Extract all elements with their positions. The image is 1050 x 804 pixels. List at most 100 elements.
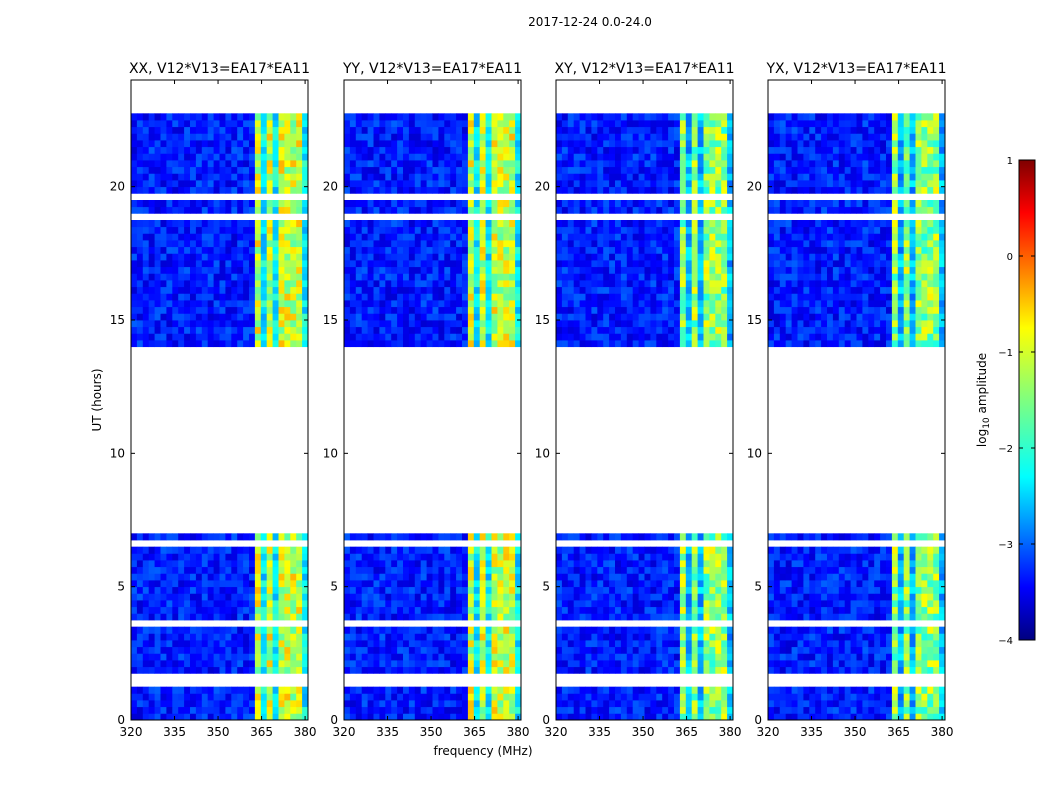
heatmap-cell: [515, 207, 521, 214]
heatmap-cell: [237, 600, 243, 607]
heatmap-cell: [374, 133, 380, 140]
heatmap-cell: [680, 647, 686, 654]
heatmap-cell: [161, 300, 167, 307]
heatmap-cell: [231, 160, 237, 167]
heatmap-cell: [721, 220, 727, 227]
heatmap-cell: [356, 640, 362, 647]
heatmap-cell: [497, 653, 503, 660]
heatmap-cell: [143, 553, 149, 560]
heatmap-cell: [137, 327, 143, 334]
heatmap-cell: [214, 340, 220, 347]
heatmap-cell: [509, 660, 515, 667]
heatmap-cell: [421, 693, 427, 700]
heatmap-cell: [302, 573, 308, 580]
heatmap-cell: [650, 547, 656, 554]
heatmap-cell: [680, 713, 686, 720]
heatmap-cell: [409, 307, 415, 314]
heatmap-cell: [486, 327, 492, 334]
heatmap-cell: [444, 160, 450, 167]
heatmap-cell: [715, 233, 721, 240]
heatmap-cell: [202, 187, 208, 194]
heatmap-cell: [403, 660, 409, 667]
heatmap-cell: [627, 227, 633, 234]
heatmap-cell: [190, 587, 196, 594]
heatmap-cell: [237, 307, 243, 314]
heatmap-cell: [609, 693, 615, 700]
heatmap-cell: [444, 573, 450, 580]
heatmap-cell: [562, 187, 568, 194]
heatmap-cell: [184, 220, 190, 227]
heatmap-cell: [208, 647, 214, 654]
heatmap-cell: [621, 713, 627, 720]
heatmap-cell: [225, 280, 231, 287]
heatmap-cell: [397, 580, 403, 587]
heatmap-cell: [237, 667, 243, 674]
y-tick-label: 5: [330, 580, 338, 594]
heatmap-cell: [556, 293, 562, 300]
heatmap-cell: [438, 167, 444, 174]
heatmap-cell: [692, 627, 698, 634]
heatmap-cell: [503, 653, 509, 660]
heatmap-cell: [161, 180, 167, 187]
heatmap-cell: [279, 587, 285, 594]
heatmap-cell: [591, 640, 597, 647]
heatmap-cell: [427, 273, 433, 280]
heatmap-cell: [261, 320, 267, 327]
heatmap-cell: [255, 160, 261, 167]
heatmap-cell: [161, 200, 167, 207]
heatmap-cell: [704, 660, 710, 667]
heatmap-cell: [633, 340, 639, 347]
heatmap-cell: [368, 287, 374, 294]
heatmap-cell: [296, 253, 302, 260]
heatmap-cell: [639, 167, 645, 174]
heatmap-cell: [184, 593, 190, 600]
heatmap-cell: [668, 560, 674, 567]
heatmap-cell: [656, 640, 662, 647]
heatmap-cell: [686, 173, 692, 180]
heatmap-cell: [574, 693, 580, 700]
heatmap-cell: [149, 627, 155, 634]
heatmap-cell: [556, 300, 562, 307]
heatmap-cell: [415, 200, 421, 207]
heatmap-cell: [709, 560, 715, 567]
heatmap-cell: [220, 293, 226, 300]
heatmap-cell: [385, 273, 391, 280]
heatmap-cell: [362, 120, 368, 127]
heatmap-cell: [131, 580, 137, 587]
heatmap-cell: [243, 693, 249, 700]
heatmap-cell: [509, 160, 515, 167]
heatmap-cell: [486, 113, 492, 120]
heatmap-cell: [427, 147, 433, 154]
heatmap-cell: [591, 293, 597, 300]
heatmap-cell: [645, 633, 651, 640]
heatmap-cell: [225, 267, 231, 274]
heatmap-cell: [704, 607, 710, 614]
heatmap-cell: [415, 280, 421, 287]
heatmap-cell: [161, 573, 167, 580]
heatmap-cell: [597, 160, 603, 167]
heatmap-cell: [586, 660, 592, 667]
heatmap-cell: [674, 600, 680, 607]
heatmap-cell: [704, 633, 710, 640]
heatmap-cell: [597, 227, 603, 234]
heatmap-cell: [368, 667, 374, 674]
heatmap-cell: [261, 153, 267, 160]
heatmap-cell: [645, 320, 651, 327]
heatmap-cell: [356, 293, 362, 300]
heatmap-cell: [609, 180, 615, 187]
heatmap-cell: [166, 140, 172, 147]
heatmap-cell: [421, 153, 427, 160]
heatmap-cell: [397, 567, 403, 574]
heatmap-cell: [474, 227, 480, 234]
heatmap-cell: [403, 200, 409, 207]
heatmap-cell: [131, 560, 137, 567]
heatmap-cell: [509, 127, 515, 134]
heatmap-cell: [580, 167, 586, 174]
heatmap-cell: [184, 327, 190, 334]
heatmap-cell: [143, 560, 149, 567]
heatmap-cell: [650, 253, 656, 260]
heatmap-cell: [515, 267, 521, 274]
heatmap-cell: [492, 140, 498, 147]
heatmap-cell: [131, 120, 137, 127]
heatmap-cell: [391, 327, 397, 334]
